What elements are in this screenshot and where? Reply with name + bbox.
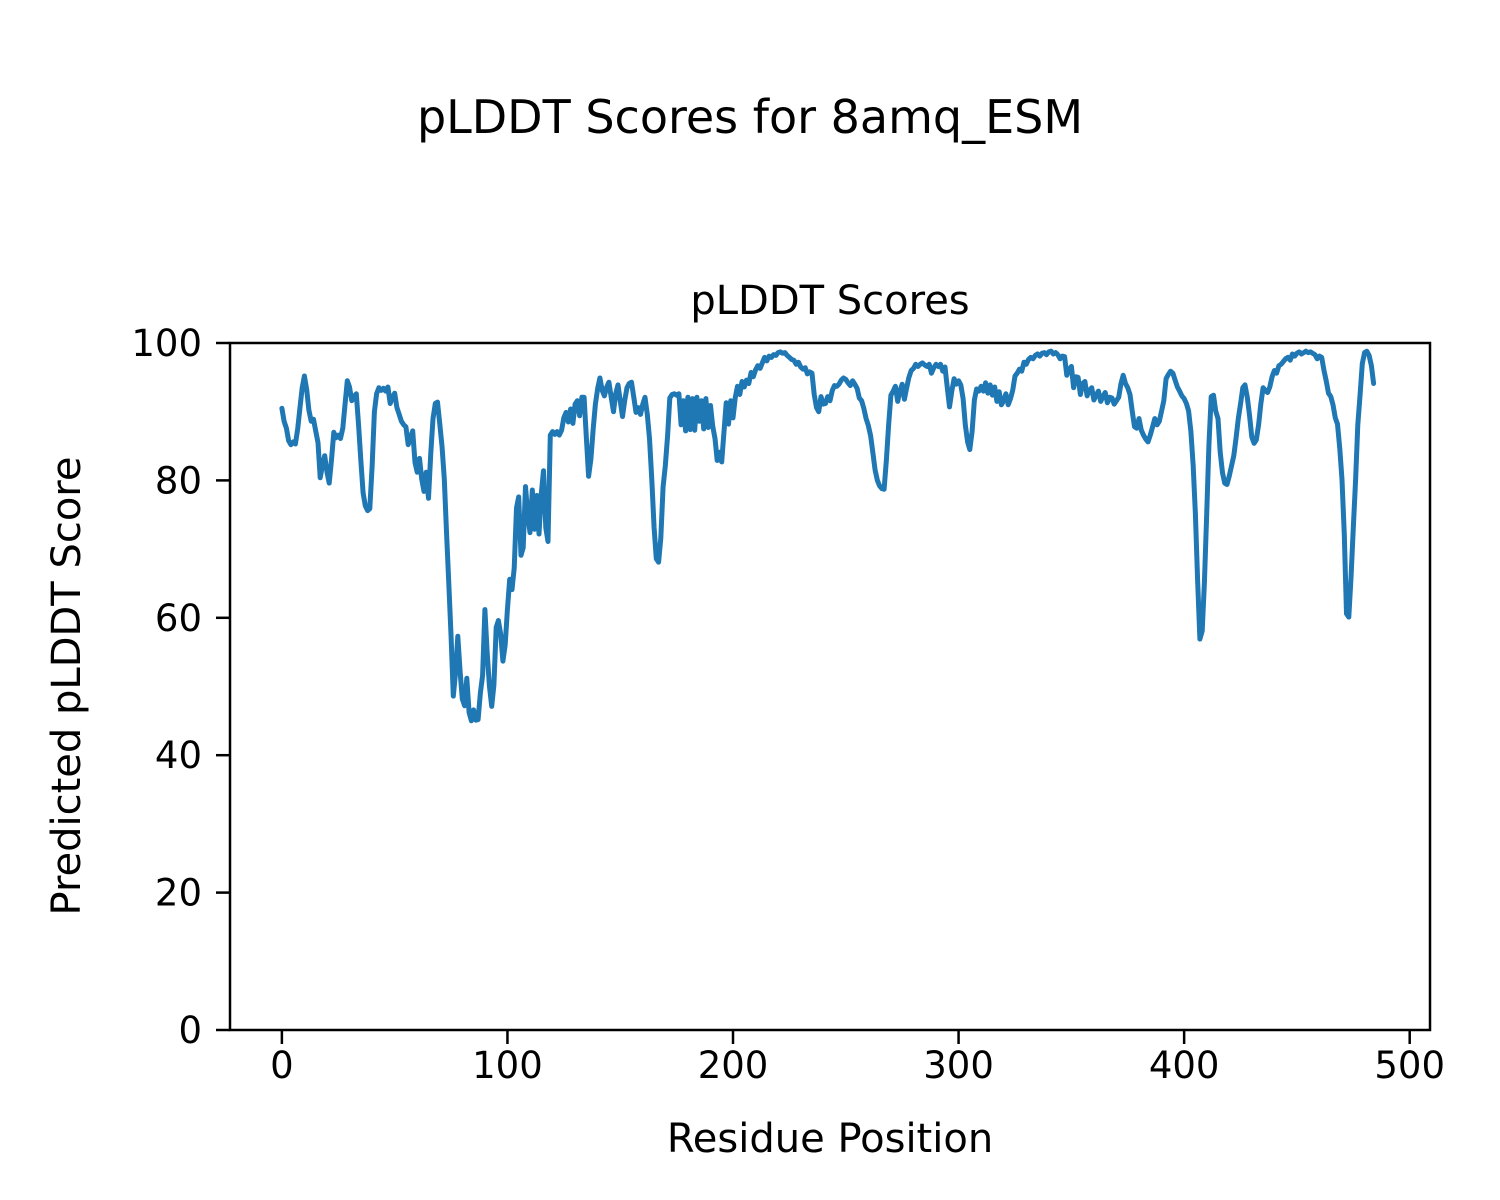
plddt-line bbox=[279, 348, 1377, 724]
y-tick-label: 0 bbox=[178, 1009, 202, 1052]
axes-layer: 0 100 200 300 400 500 0 20 40 60 80 100 bbox=[131, 322, 1445, 1087]
y-tick-label: 40 bbox=[155, 734, 202, 777]
x-tick-label: 100 bbox=[472, 1044, 543, 1087]
axes-spines bbox=[228, 341, 1432, 1032]
x-tick-label: 400 bbox=[1149, 1044, 1220, 1087]
y-tick-label: 100 bbox=[131, 322, 202, 365]
x-tick-label: 0 bbox=[270, 1044, 294, 1087]
x-axis-label: Residue Position bbox=[667, 1116, 993, 1162]
y-axis-label: Predicted pLDDT Score bbox=[44, 457, 90, 916]
x-tick-label: 500 bbox=[1374, 1044, 1445, 1087]
figure-title: pLDDT Scores for 8amq_ESM bbox=[417, 90, 1083, 144]
x-tick-label: 200 bbox=[698, 1044, 769, 1087]
y-tick-label: 80 bbox=[155, 459, 202, 502]
axes-title: pLDDT Scores bbox=[690, 278, 969, 324]
x-tick-label: 300 bbox=[923, 1044, 994, 1087]
y-tick-label: 60 bbox=[155, 597, 202, 640]
y-tick-label: 20 bbox=[155, 872, 202, 915]
